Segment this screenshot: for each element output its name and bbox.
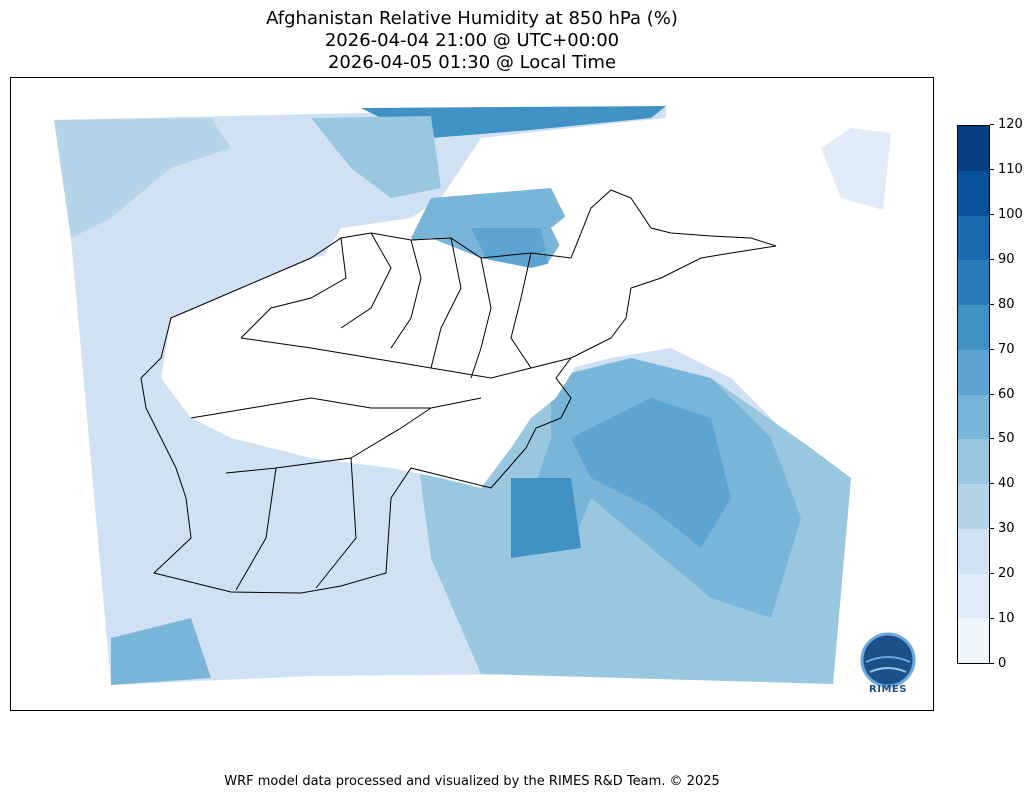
colorbar-tick-label: 20 [990,567,1030,581]
rimes-logo-text: RIMES [869,684,907,695]
humidity-band-north2 [311,116,441,198]
map-panel: RIMES [10,77,934,711]
colorbar-segment [958,618,989,663]
colorbar-tick-label: 30 [990,522,1030,536]
footer-credit: WRF model data processed and visualized … [224,774,720,789]
humidity-band-west [54,118,231,238]
colorbar-segment [958,439,989,484]
colorbar [957,125,990,664]
colorbar-segment [958,528,989,574]
humidity-band-coast [511,478,581,558]
colorbar-segment [958,305,989,350]
colorbar-tick-label: 60 [990,387,1030,402]
colorbar-segment [958,126,989,171]
map-subtitle-utc: 2026-04-04 21:00 @ UTC+00:00 [324,30,620,51]
colorbar-tick-label: 50 [990,432,1030,446]
colorbar-segment [958,394,989,440]
colorbar-segment [958,215,989,261]
colorbar-tick-label: 70 [990,342,1030,357]
colorbar-segment [958,573,989,619]
colorbar-tick-label: 40 [990,477,1030,491]
colorbar-segment [958,260,989,305]
colorbar-segment [958,170,989,216]
colorbar-segment [958,484,989,529]
humidity-band-southeast2 [571,398,731,548]
colorbar-tick-label: 100 [990,207,1030,222]
colorbar-tick-label: 0 [990,657,1030,671]
colorbar-tick-label: 80 [990,297,1030,312]
humidity-band-far-sw [111,618,211,685]
province-boundaries [140,189,777,594]
colorbar-segment [958,349,989,395]
rimes-logo: RIMES [856,632,920,700]
humidity-band-north [361,106,666,138]
humidity-map [54,106,933,685]
pamir-low-humidity-area [551,188,771,338]
humidity-band-sw [91,438,371,618]
colorbar-tick-label: 120 [990,118,1030,132]
map-title: Afghanistan Relative Humidity at 850 hPa… [266,8,678,29]
rimes-globe-icon [860,632,916,688]
map-subtitle-local: 2026-04-05 01:30 @ Local Time [327,52,617,73]
ne-white-area [661,118,933,478]
ne-patch [821,128,891,210]
colorbar-tick-label: 110 [990,162,1030,177]
colorbar-tick-label: 90 [990,252,1030,267]
colorbar-tick-label: 10 [990,612,1030,626]
afghanistan-low-humidity-area [161,238,621,488]
